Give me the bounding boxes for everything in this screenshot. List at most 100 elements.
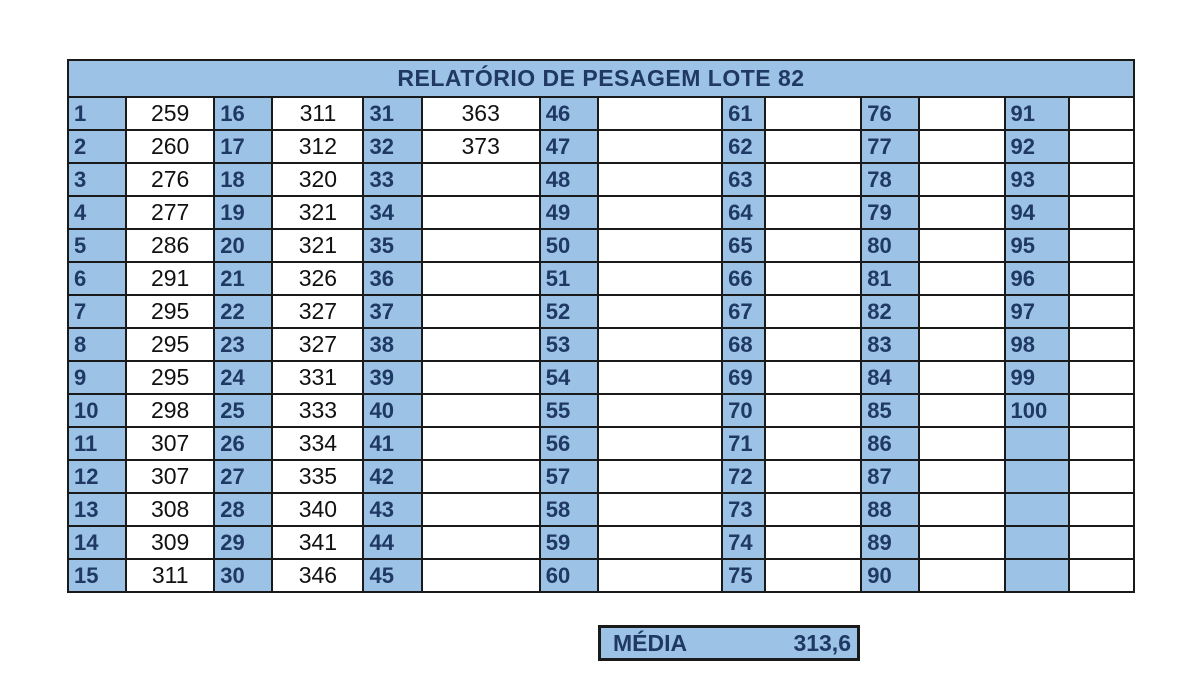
weight-cell[interactable]: 295 xyxy=(125,360,216,395)
weight-cell[interactable]: 363 xyxy=(420,96,541,131)
weight-cell[interactable]: 335 xyxy=(271,459,365,494)
weight-cell[interactable] xyxy=(764,492,863,527)
weight-cell[interactable] xyxy=(596,228,724,263)
weight-cell[interactable]: 307 xyxy=(125,459,216,494)
weight-cell[interactable]: 298 xyxy=(125,393,216,428)
weight-cell[interactable] xyxy=(918,558,1006,593)
weight-cell[interactable] xyxy=(596,558,724,593)
weight-cell[interactable] xyxy=(420,360,541,395)
weight-cell[interactable] xyxy=(918,195,1006,230)
weight-cell[interactable] xyxy=(918,129,1006,164)
weight-cell[interactable] xyxy=(1067,162,1136,197)
weight-cell[interactable]: 312 xyxy=(271,129,365,164)
weight-cell[interactable]: 346 xyxy=(271,558,365,593)
weight-cell[interactable] xyxy=(1067,360,1136,395)
weight-cell[interactable] xyxy=(1067,96,1136,131)
weight-cell[interactable] xyxy=(918,261,1006,296)
weight-cell[interactable]: 326 xyxy=(271,261,365,296)
weight-cell[interactable]: 321 xyxy=(271,228,365,263)
weight-cell[interactable]: 373 xyxy=(420,129,541,164)
weight-cell[interactable] xyxy=(420,525,541,560)
weight-cell[interactable] xyxy=(1067,228,1136,263)
weight-cell[interactable] xyxy=(1067,525,1136,560)
weight-cell[interactable] xyxy=(596,360,724,395)
weight-cell[interactable] xyxy=(596,327,724,362)
weight-cell[interactable] xyxy=(1067,195,1136,230)
weight-cell[interactable] xyxy=(764,261,863,296)
weight-cell[interactable] xyxy=(596,129,724,164)
weight-cell[interactable] xyxy=(420,228,541,263)
weight-cell[interactable] xyxy=(918,294,1006,329)
weight-cell[interactable] xyxy=(918,360,1006,395)
weight-cell[interactable] xyxy=(918,426,1006,461)
weight-cell[interactable] xyxy=(764,294,863,329)
weight-cell[interactable]: 259 xyxy=(125,96,216,131)
weight-cell[interactable]: 308 xyxy=(125,492,216,527)
weight-cell[interactable]: 276 xyxy=(125,162,216,197)
weight-cell[interactable] xyxy=(420,558,541,593)
weight-cell[interactable]: 295 xyxy=(125,327,216,362)
weight-cell[interactable] xyxy=(918,228,1006,263)
weight-cell[interactable]: 331 xyxy=(271,360,365,395)
weight-cell[interactable] xyxy=(764,393,863,428)
weight-cell[interactable] xyxy=(764,426,863,461)
weight-cell[interactable] xyxy=(764,459,863,494)
weight-cell[interactable] xyxy=(918,525,1006,560)
weight-cell[interactable]: 311 xyxy=(125,558,216,593)
weight-cell[interactable]: 311 xyxy=(271,96,365,131)
weight-cell[interactable]: 333 xyxy=(271,393,365,428)
weight-cell[interactable]: 334 xyxy=(271,426,365,461)
weight-cell[interactable] xyxy=(596,393,724,428)
weight-cell[interactable] xyxy=(764,228,863,263)
weight-cell[interactable]: 341 xyxy=(271,525,365,560)
weight-cell[interactable] xyxy=(420,327,541,362)
weight-cell[interactable]: 286 xyxy=(125,228,216,263)
weight-cell[interactable] xyxy=(596,492,724,527)
weight-cell[interactable] xyxy=(1067,261,1136,296)
weight-cell[interactable]: 309 xyxy=(125,525,216,560)
weight-cell[interactable] xyxy=(1067,327,1136,362)
weight-cell[interactable] xyxy=(420,294,541,329)
weight-cell[interactable] xyxy=(1067,393,1136,428)
weight-cell[interactable]: 307 xyxy=(125,426,216,461)
weight-cell[interactable] xyxy=(1067,426,1136,461)
weight-cell[interactable] xyxy=(420,426,541,461)
weight-cell[interactable]: 260 xyxy=(125,129,216,164)
weight-cell[interactable] xyxy=(764,327,863,362)
weight-cell[interactable] xyxy=(918,327,1006,362)
weight-cell[interactable] xyxy=(764,162,863,197)
weight-cell[interactable] xyxy=(596,261,724,296)
weight-cell[interactable] xyxy=(420,393,541,428)
weight-cell[interactable] xyxy=(764,558,863,593)
weight-cell[interactable] xyxy=(764,195,863,230)
weight-cell[interactable] xyxy=(1067,492,1136,527)
weight-cell[interactable] xyxy=(420,261,541,296)
weight-cell[interactable] xyxy=(596,96,724,131)
weight-cell[interactable] xyxy=(1067,459,1136,494)
weight-cell[interactable] xyxy=(420,459,541,494)
weight-cell[interactable] xyxy=(764,525,863,560)
weight-cell[interactable]: 320 xyxy=(271,162,365,197)
weight-cell[interactable] xyxy=(596,294,724,329)
weight-cell[interactable]: 327 xyxy=(271,294,365,329)
weight-cell[interactable] xyxy=(596,195,724,230)
weight-cell[interactable] xyxy=(420,195,541,230)
weight-cell[interactable] xyxy=(420,492,541,527)
weight-cell[interactable] xyxy=(1067,558,1136,593)
weight-cell[interactable] xyxy=(764,96,863,131)
weight-cell[interactable] xyxy=(918,96,1006,131)
weight-cell[interactable]: 321 xyxy=(271,195,365,230)
weight-cell[interactable] xyxy=(918,393,1006,428)
weight-cell[interactable] xyxy=(420,162,541,197)
weight-cell[interactable] xyxy=(596,459,724,494)
weight-cell[interactable] xyxy=(1067,294,1136,329)
weight-cell[interactable] xyxy=(918,492,1006,527)
weight-cell[interactable] xyxy=(764,129,863,164)
weight-cell[interactable] xyxy=(918,162,1006,197)
weight-cell[interactable] xyxy=(596,525,724,560)
weight-cell[interactable]: 340 xyxy=(271,492,365,527)
weight-cell[interactable] xyxy=(596,162,724,197)
weight-cell[interactable]: 295 xyxy=(125,294,216,329)
weight-cell[interactable] xyxy=(764,360,863,395)
weight-cell[interactable]: 291 xyxy=(125,261,216,296)
